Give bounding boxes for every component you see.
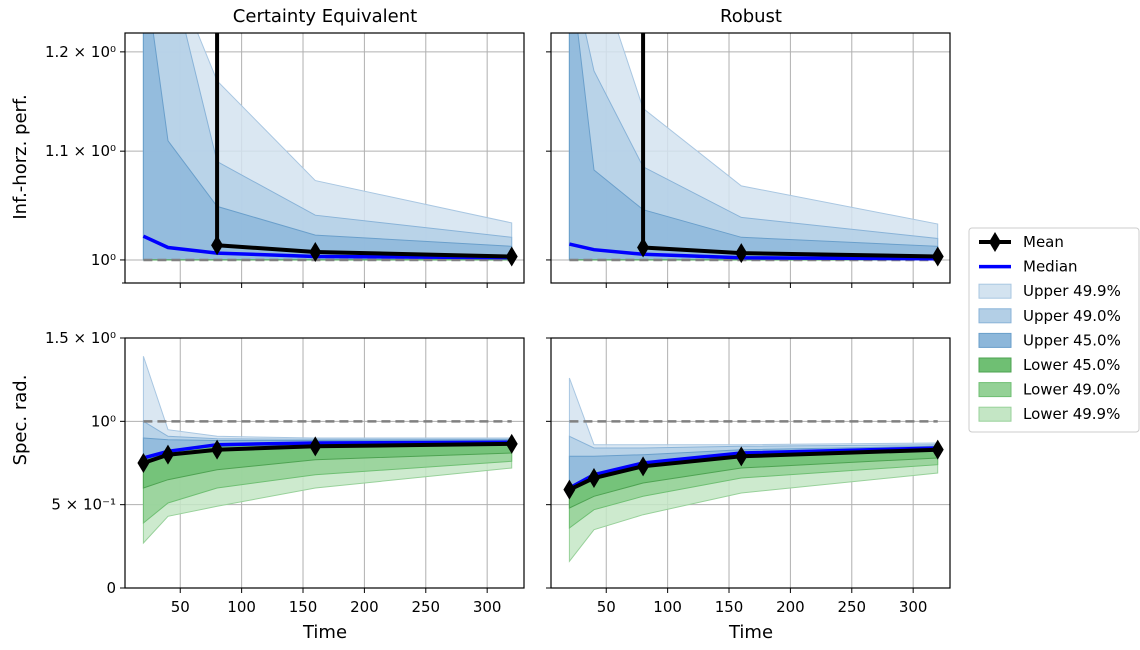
legend-label: Upper 49.9% xyxy=(1023,282,1121,300)
axes-frame xyxy=(550,32,951,284)
panel-title-right: Robust xyxy=(720,6,782,27)
x-tick-label: 100 xyxy=(653,598,682,616)
plot-area xyxy=(142,33,513,262)
axes-frame xyxy=(550,337,951,589)
x-axis-label-right: Time xyxy=(728,622,773,643)
x-tick-label: 200 xyxy=(776,598,805,616)
legend-item: Lower 49.0% xyxy=(978,381,1120,399)
mean-marker xyxy=(505,246,518,267)
y-axis-label-top: Inf.-horz. perf. xyxy=(10,94,31,219)
panel-top-left: 1.2 × 10⁰ 1.1 × 10⁰ 10⁰ xyxy=(45,32,525,288)
legend-item: Median xyxy=(979,258,1078,276)
mean-marker xyxy=(587,468,600,488)
x-tick-label: 250 xyxy=(411,598,440,616)
legend-item: Lower 49.9% xyxy=(978,405,1120,423)
legend-label: Lower 45.0% xyxy=(1023,356,1120,374)
legend-swatch-patch xyxy=(978,357,1012,373)
x-axis-label-left: Time xyxy=(302,622,347,643)
mean-marker xyxy=(735,243,748,264)
x-tick-label: 200 xyxy=(350,598,379,616)
y-tick-label: 5 × 10⁻¹ xyxy=(51,496,116,514)
x-tick-label: 150 xyxy=(289,598,318,616)
legend-label: Median xyxy=(1023,258,1078,276)
y-axis-label-bottom: Spec. rad. xyxy=(10,375,31,466)
panel-bottom-left: 50 100 150 200 250 300 1.5 × 10⁰ 10⁰ 5 × 10⁻¹ 0 xyxy=(45,329,525,616)
legend-label: Upper 45.0% xyxy=(1023,331,1121,349)
legend-swatch-patch xyxy=(978,308,1012,324)
mean-marker xyxy=(211,235,224,256)
y-tick-label: 1.2 × 10⁰ xyxy=(45,43,116,61)
x-tick-label: 100 xyxy=(227,598,256,616)
legend-item: Upper 45.0% xyxy=(978,331,1121,349)
legend-swatch-patch xyxy=(978,332,1012,348)
mean-marker xyxy=(309,241,322,262)
x-tick-label: 50 xyxy=(597,598,616,616)
mean-marker xyxy=(161,444,174,465)
panel-top-right xyxy=(546,32,951,288)
x-tick-label: 300 xyxy=(473,598,502,616)
y-tick-label: 10⁰ xyxy=(91,251,116,269)
legend-label: Lower 49.0% xyxy=(1023,381,1120,399)
legend-label: Mean xyxy=(1023,233,1064,251)
mean-marker xyxy=(309,436,322,457)
legend-frame xyxy=(968,227,1140,433)
panel-title-left: Certainty Equivalent xyxy=(233,6,417,27)
mean-marker xyxy=(637,237,650,258)
mean-marker xyxy=(931,246,944,267)
axes-frame xyxy=(124,32,525,284)
y-tick-label: 0 xyxy=(106,579,116,597)
legend-item: Upper 49.0% xyxy=(978,307,1121,325)
legend-label: Upper 49.0% xyxy=(1023,307,1121,325)
legend-item: Upper 49.9% xyxy=(978,282,1121,300)
plot-area xyxy=(568,377,939,563)
legend-item: Mean xyxy=(979,232,1064,252)
panel-bottom-right: 50 100 150 200 250 300 xyxy=(546,337,951,616)
legend-label: Lower 49.9% xyxy=(1023,405,1120,423)
mean-marker xyxy=(931,439,944,460)
mean-marker xyxy=(563,479,576,500)
chart-panels: 1.2 × 10⁰ 1.1 × 10⁰ 10⁰ 50 100 150 200 250 300 1.… xyxy=(45,32,951,616)
mean-marker xyxy=(211,439,224,460)
legend: Mean Median Upper 49.9% Upper 49.0% Upper 45… xyxy=(968,227,1140,433)
mean-marker xyxy=(505,433,518,454)
x-tick-label: 150 xyxy=(715,598,744,616)
x-tick-label: 300 xyxy=(899,598,928,616)
plot-area xyxy=(142,356,513,545)
x-tick-label: 250 xyxy=(837,598,866,616)
mean-marker xyxy=(735,446,748,467)
y-tick-label: 1.5 × 10⁰ xyxy=(45,329,116,347)
legend-swatch-patch xyxy=(978,406,1012,422)
y-tick-label: 1.1 × 10⁰ xyxy=(45,142,116,160)
legend-item: Lower 45.0% xyxy=(978,356,1120,374)
y-tick-label: 10⁰ xyxy=(91,412,116,430)
legend-swatch-patch xyxy=(978,382,1012,398)
axes-frame xyxy=(124,337,525,589)
legend-marker xyxy=(989,232,1001,252)
legend-swatch-patch xyxy=(978,283,1012,299)
mean-marker xyxy=(637,456,650,477)
mean-marker xyxy=(137,453,150,473)
x-tick-label: 50 xyxy=(171,598,190,616)
plot-area xyxy=(568,33,939,262)
